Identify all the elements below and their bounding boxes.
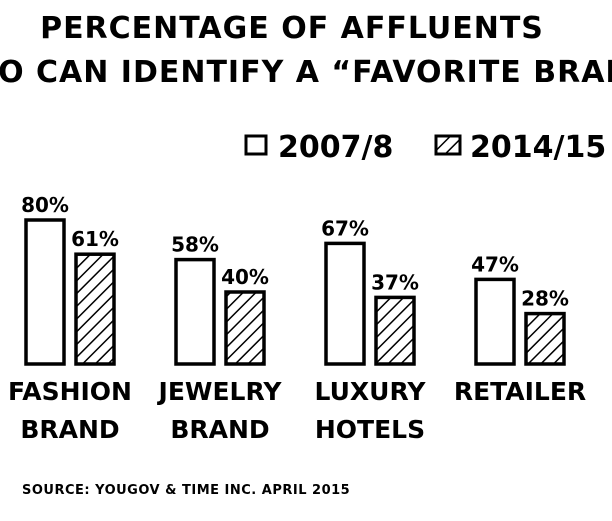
chart-title-line-1: PERCENTAGE OF AFFLUENTS — [40, 11, 544, 46]
category-label-cat4-line1: RETAILER — [454, 377, 586, 406]
bar-series1-cat2 — [174, 257, 216, 366]
category-label-cat2-line1: JEWELRY — [157, 377, 283, 406]
legend: 2007/8 2014/15 — [244, 130, 606, 165]
value-labels-group: 80%61% 58%40% 67% 37% 47%28% — [21, 193, 569, 311]
category-label-cat3-line2: HOTELS — [315, 415, 425, 444]
bar-series1-cat4 — [474, 277, 516, 366]
bar-series2-cat1 — [74, 252, 116, 366]
category-labels-group: FASHION BRAND JEWELRY BRAND LUXURY HOTELS RETA… — [8, 377, 586, 444]
value-label-series2-cat4: 28% — [521, 287, 569, 311]
value-label-series1-cat2: 58% — [171, 233, 219, 257]
bar-series1-cat3 — [324, 241, 366, 366]
category-label-cat2-line2: BRAND — [170, 415, 269, 444]
chart-title-line-2: WHO CAN IDENTIFY A “FAVORITE BRAND” — [0, 55, 612, 90]
value-label-series1-cat3: 67% — [321, 216, 369, 240]
source-note: SOURCE: YOUGOV & TIME INC. APRIL 2015 — [22, 483, 350, 498]
legend-swatch-2007-8 — [244, 134, 268, 156]
bar-series1-cat1 — [24, 218, 66, 366]
bar-series2-cat3 — [374, 295, 416, 366]
legend-label-2007-8: 2007/8 — [278, 130, 393, 165]
value-label-series2-cat2: 40% — [221, 265, 269, 289]
category-label-cat1-line2: BRAND — [20, 415, 119, 444]
legend-swatch-2014-15 — [434, 134, 462, 156]
bar-series2-cat2 — [224, 290, 266, 366]
value-label-series1-cat4: 47% — [471, 252, 519, 276]
bar-series2-cat4 — [524, 311, 566, 366]
chart-title: PERCENTAGE OF AFFLUENTS WHO CAN IDENTIFY… — [0, 11, 612, 90]
bars-group — [24, 218, 566, 366]
category-label-cat3-line1: LUXURY — [315, 377, 427, 406]
value-label-series1-cat1: 80% — [21, 193, 69, 217]
value-label-series2-cat1: 61% — [71, 227, 119, 251]
legend-label-2014-15: 2014/15 — [470, 130, 606, 165]
value-label-series2-cat3: 37% — [371, 270, 419, 294]
category-label-cat1-line1: FASHION — [8, 377, 132, 406]
